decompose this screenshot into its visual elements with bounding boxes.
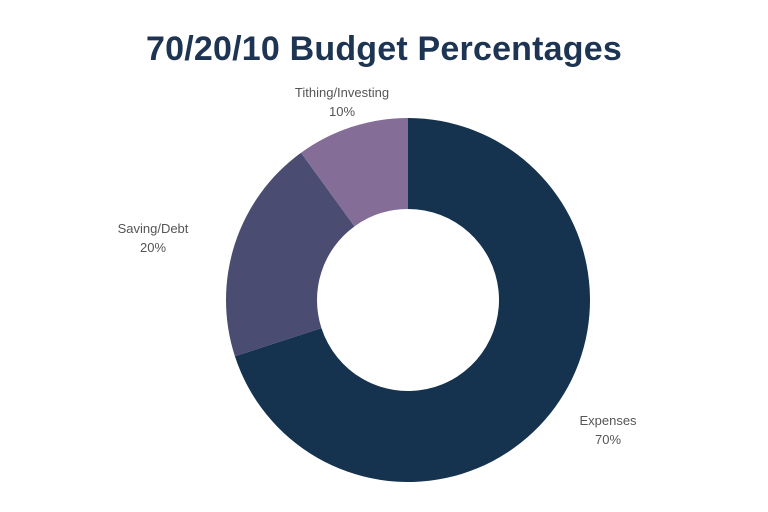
slice-label-saving-debt: Saving/Debt — [118, 221, 189, 236]
slice-labels: Expenses 70% Saving/Debt 20% Tithing/Investi… — [118, 85, 637, 447]
slice-value-expenses: 70% — [595, 432, 621, 447]
slice-tithing-investing — [301, 118, 408, 227]
slice-saving-debt — [226, 152, 355, 357]
slice-value-tithing-investing: 10% — [329, 104, 355, 119]
donut-slices — [226, 118, 590, 482]
slice-expenses — [234, 118, 590, 482]
slice-value-saving-debt: 20% — [140, 240, 166, 255]
slice-label-expenses: Expenses — [579, 413, 637, 428]
slice-label-tithing-investing: Tithing/Investing — [295, 85, 389, 100]
chart-title: 70/20/10 Budget Percentages — [146, 30, 622, 68]
